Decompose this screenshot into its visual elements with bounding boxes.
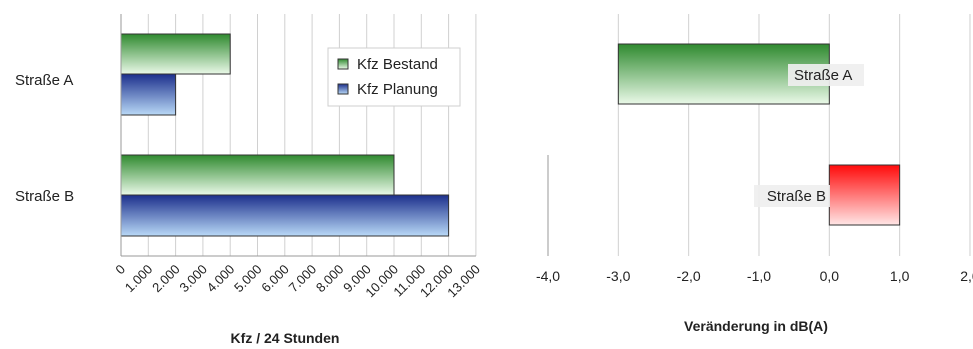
right-x-tick-label: 2,0	[960, 268, 973, 284]
bar-bestand-strasse-a	[120, 33, 231, 75]
left-x-tick-label: 2.000	[149, 262, 183, 296]
legend-label-planung: Kfz Planung	[357, 81, 438, 98]
bar-change-strasse-b	[828, 164, 901, 226]
right-category-label-bg	[788, 64, 864, 86]
right-x-axis-title: Veränderung in dB(A)	[684, 318, 828, 334]
right-x-tick-label: -3,0	[606, 268, 630, 284]
legend-swatch-planung	[337, 83, 349, 95]
right-category-label-bg	[754, 185, 830, 207]
left-x-tick-label: 5.000	[231, 262, 265, 296]
legend-swatch-bestand	[337, 58, 349, 70]
left-x-tick-label: 3.000	[176, 262, 210, 296]
right-category-label: Straße B	[767, 188, 826, 205]
left-x-tick-label: 7.000	[286, 262, 320, 296]
left-x-tick-label: 1.000	[122, 262, 156, 296]
left-x-tick-label: 0	[112, 262, 128, 278]
bar-planung-strasse-a	[120, 73, 177, 116]
chart-legend: Kfz Bestand Kfz Planung	[327, 47, 461, 107]
left-category-label: Straße B	[15, 188, 74, 205]
right-x-tick-label: -4,0	[536, 268, 560, 284]
left-category-label: Straße A	[15, 72, 73, 89]
chart-axes	[120, 14, 549, 257]
left-x-axis-title: Kfz / 24 Stunden	[231, 330, 340, 346]
right-x-tick-label: -1,0	[747, 268, 771, 284]
right-x-tick-label: 0,0	[820, 268, 840, 284]
left-x-tick-label: 4.000	[204, 262, 238, 296]
legend-label-bestand: Kfz Bestand	[357, 56, 438, 73]
bar-bestand-strasse-b	[120, 154, 395, 196]
right-category-label: Straße A	[794, 67, 852, 84]
legend-box	[327, 47, 461, 107]
left-chart-bars	[120, 33, 450, 237]
left-x-tick-label: 8.000	[313, 262, 347, 296]
right-x-tick-label: 1,0	[890, 268, 910, 284]
bar-planung-strasse-b	[120, 194, 450, 237]
right-x-tick-label: -2,0	[677, 268, 701, 284]
left-x-tick-label: 6.000	[258, 262, 292, 296]
